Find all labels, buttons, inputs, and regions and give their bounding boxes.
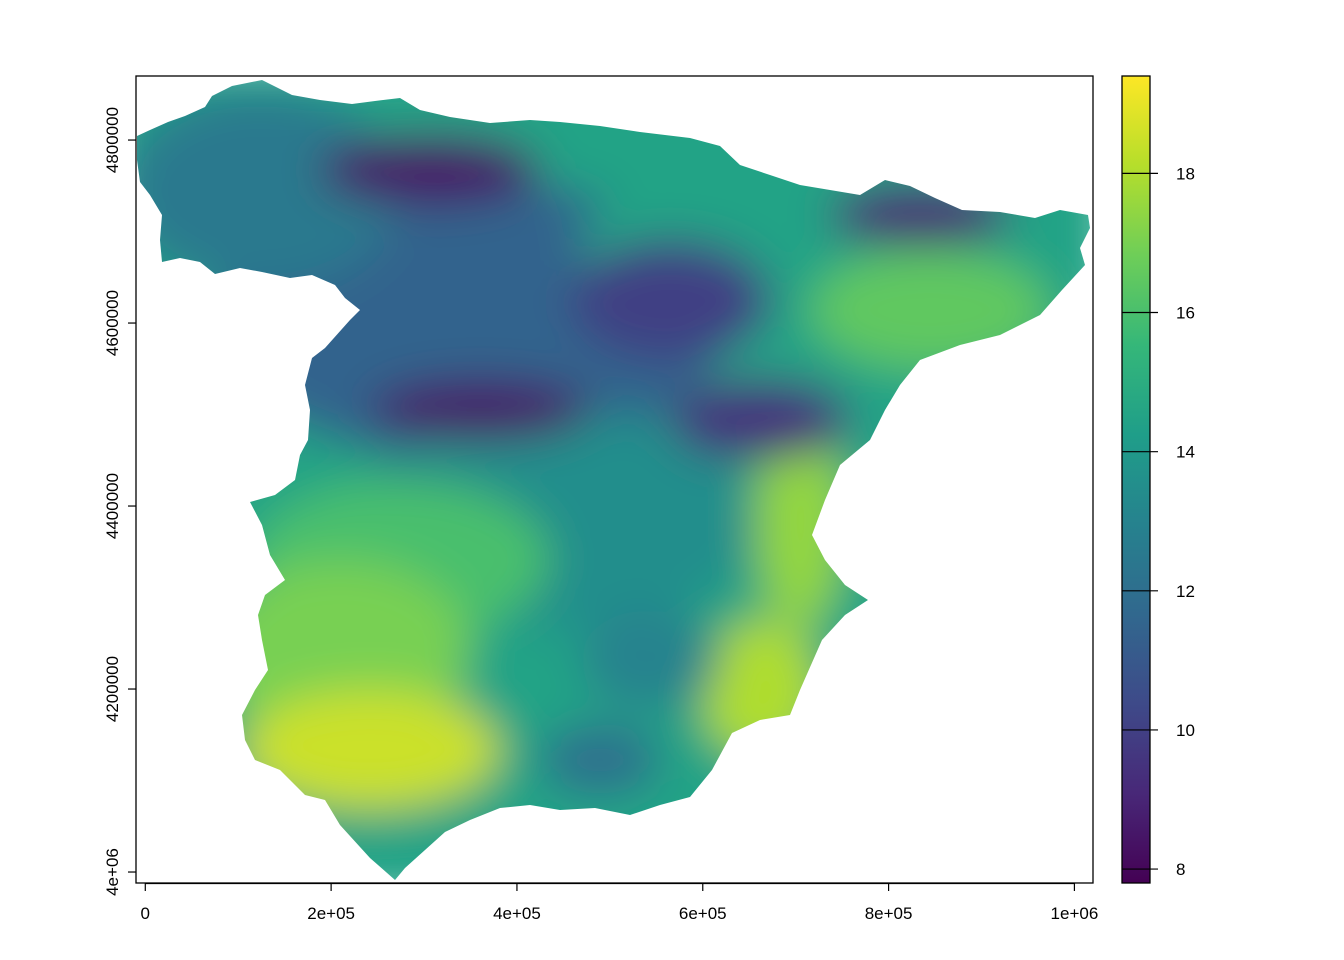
- x-tick-label: 2e+05: [307, 904, 355, 923]
- x-tick-label: 0: [141, 904, 150, 923]
- x-axis: 0 2e+05 4e+05 6e+05 8e+05 1e+06: [141, 882, 1099, 923]
- colorbar-tick-label: 10: [1176, 721, 1195, 740]
- x-tick-label: 6e+05: [679, 904, 727, 923]
- y-axis: 4e+06 4200000 4400000 4600000 4800000: [103, 107, 136, 896]
- x-tick-label: 1e+06: [1051, 904, 1099, 923]
- raster-patch: [137, 90, 400, 290]
- raster-patch: [830, 185, 1010, 245]
- colorbar-tick-label: 8: [1176, 860, 1185, 879]
- colorbar: 8 10 12 14 16 18: [1121, 75, 1195, 884]
- colorbar-tick-label: 18: [1176, 164, 1195, 183]
- raster-patch: [570, 240, 770, 360]
- colorbar-tick-label: 12: [1176, 582, 1195, 601]
- raster-patch: [540, 725, 660, 795]
- raster-patch: [240, 690, 500, 810]
- y-tick-label: 4200000: [103, 656, 122, 722]
- y-tick-label: 4e+06: [103, 848, 122, 896]
- raster-patch: [370, 380, 590, 440]
- raster-patch: [670, 380, 850, 460]
- x-tick-label: 8e+05: [865, 904, 913, 923]
- raster-map: [137, 80, 1090, 880]
- colorbar-tick-label: 14: [1176, 443, 1195, 462]
- raster-patch: [810, 250, 1050, 370]
- raster-patch: [755, 410, 845, 630]
- colorbar-tick-label: 16: [1176, 304, 1195, 323]
- y-tick-label: 4800000: [103, 107, 122, 173]
- y-tick-label: 4600000: [103, 290, 122, 356]
- colorbar-gradient: [1121, 75, 1151, 884]
- raster-patch: [580, 610, 720, 710]
- colorbar-ticks: 8 10 12 14 16 18: [1122, 164, 1195, 879]
- y-tick-label: 4400000: [103, 473, 122, 539]
- raster-patch: [320, 135, 540, 205]
- raster-patch: [700, 620, 820, 760]
- x-tick-label: 4e+05: [493, 904, 541, 923]
